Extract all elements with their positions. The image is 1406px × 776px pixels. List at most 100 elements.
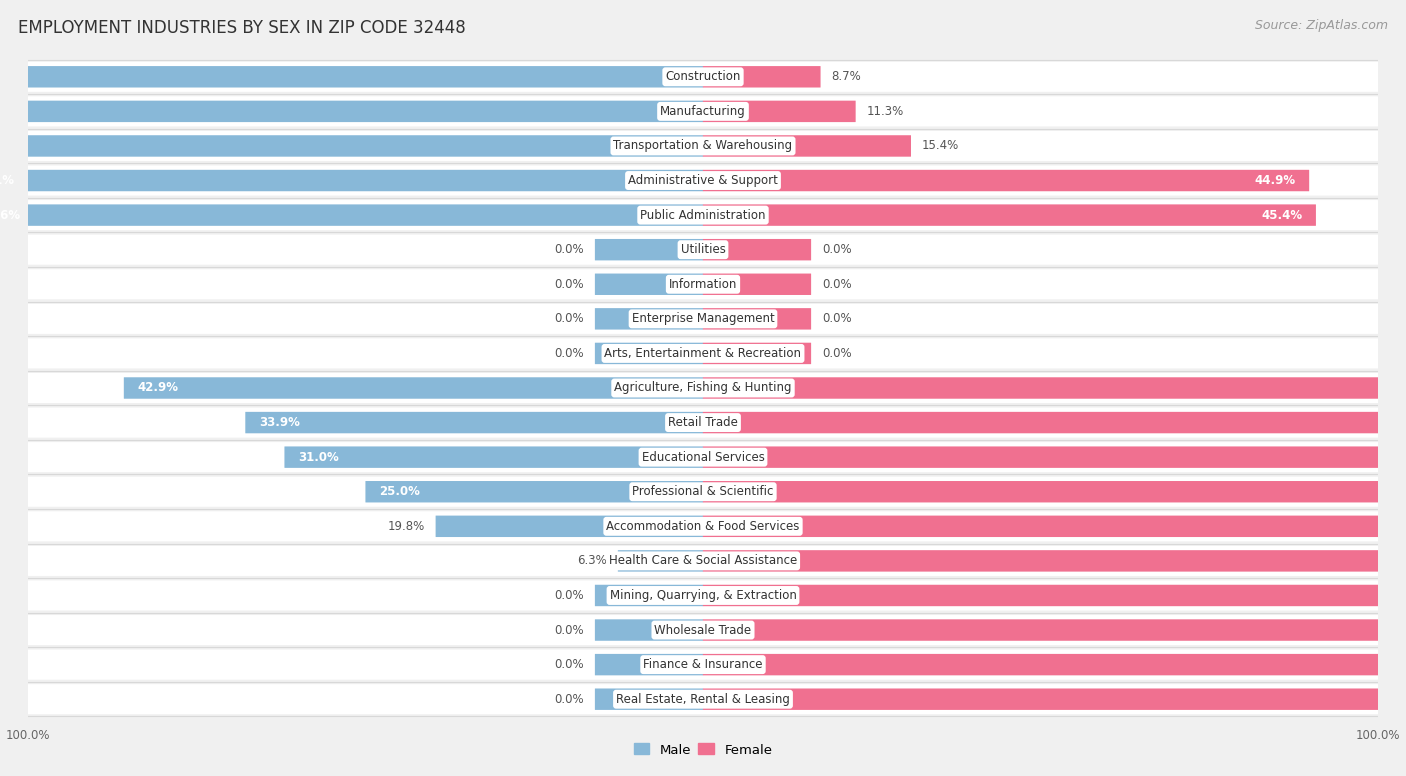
Text: Arts, Entertainment & Recreation: Arts, Entertainment & Recreation xyxy=(605,347,801,360)
Text: Administrative & Support: Administrative & Support xyxy=(628,174,778,187)
FancyBboxPatch shape xyxy=(366,481,703,502)
FancyBboxPatch shape xyxy=(703,377,1406,399)
Text: Professional & Scientific: Professional & Scientific xyxy=(633,485,773,498)
FancyBboxPatch shape xyxy=(28,269,1378,300)
FancyBboxPatch shape xyxy=(28,511,1378,542)
FancyBboxPatch shape xyxy=(0,101,703,122)
FancyBboxPatch shape xyxy=(28,615,1378,645)
FancyBboxPatch shape xyxy=(703,446,1406,468)
FancyBboxPatch shape xyxy=(0,170,703,191)
Text: Transportation & Warehousing: Transportation & Warehousing xyxy=(613,140,793,152)
FancyBboxPatch shape xyxy=(28,303,1378,334)
FancyBboxPatch shape xyxy=(28,234,1378,265)
Text: 11.3%: 11.3% xyxy=(866,105,904,118)
FancyBboxPatch shape xyxy=(703,308,811,330)
Text: Utilities: Utilities xyxy=(681,243,725,256)
FancyBboxPatch shape xyxy=(703,654,1406,675)
FancyBboxPatch shape xyxy=(703,343,811,364)
Text: Construction: Construction xyxy=(665,71,741,83)
Legend: Male, Female: Male, Female xyxy=(628,738,778,762)
FancyBboxPatch shape xyxy=(703,515,1406,537)
FancyBboxPatch shape xyxy=(703,239,811,261)
Text: 0.0%: 0.0% xyxy=(554,693,585,705)
Text: 55.1%: 55.1% xyxy=(0,174,14,187)
Text: 0.0%: 0.0% xyxy=(554,589,585,602)
FancyBboxPatch shape xyxy=(28,338,1378,369)
Text: Manufacturing: Manufacturing xyxy=(661,105,745,118)
Text: 45.4%: 45.4% xyxy=(1261,209,1302,222)
FancyBboxPatch shape xyxy=(617,550,703,572)
FancyBboxPatch shape xyxy=(703,550,1406,572)
Text: Wholesale Trade: Wholesale Trade xyxy=(654,624,752,636)
Text: EMPLOYMENT INDUSTRIES BY SEX IN ZIP CODE 32448: EMPLOYMENT INDUSTRIES BY SEX IN ZIP CODE… xyxy=(18,19,465,37)
Text: 0.0%: 0.0% xyxy=(554,658,585,671)
Text: 0.0%: 0.0% xyxy=(821,347,852,360)
Text: 44.9%: 44.9% xyxy=(1254,174,1295,187)
FancyBboxPatch shape xyxy=(703,619,1406,641)
FancyBboxPatch shape xyxy=(703,170,1309,191)
Text: Health Care & Social Assistance: Health Care & Social Assistance xyxy=(609,554,797,567)
Text: 0.0%: 0.0% xyxy=(554,243,585,256)
Text: Finance & Insurance: Finance & Insurance xyxy=(644,658,762,671)
Text: 0.0%: 0.0% xyxy=(554,347,585,360)
Text: 0.0%: 0.0% xyxy=(554,624,585,636)
FancyBboxPatch shape xyxy=(28,650,1378,680)
FancyBboxPatch shape xyxy=(703,274,811,295)
Text: 15.4%: 15.4% xyxy=(922,140,959,152)
FancyBboxPatch shape xyxy=(245,412,703,433)
Text: 0.0%: 0.0% xyxy=(554,313,585,325)
Text: 31.0%: 31.0% xyxy=(298,451,339,463)
FancyBboxPatch shape xyxy=(28,546,1378,576)
FancyBboxPatch shape xyxy=(28,165,1378,196)
FancyBboxPatch shape xyxy=(703,585,1406,606)
FancyBboxPatch shape xyxy=(595,239,703,261)
Text: 19.8%: 19.8% xyxy=(388,520,425,533)
Text: Source: ZipAtlas.com: Source: ZipAtlas.com xyxy=(1254,19,1388,33)
FancyBboxPatch shape xyxy=(28,131,1378,161)
FancyBboxPatch shape xyxy=(0,204,703,226)
FancyBboxPatch shape xyxy=(595,585,703,606)
FancyBboxPatch shape xyxy=(703,412,1406,433)
FancyBboxPatch shape xyxy=(124,377,703,399)
Text: Agriculture, Fishing & Hunting: Agriculture, Fishing & Hunting xyxy=(614,382,792,394)
Text: Public Administration: Public Administration xyxy=(640,209,766,222)
Text: 0.0%: 0.0% xyxy=(554,278,585,291)
Text: 25.0%: 25.0% xyxy=(380,485,420,498)
Text: 8.7%: 8.7% xyxy=(831,71,860,83)
FancyBboxPatch shape xyxy=(28,580,1378,611)
FancyBboxPatch shape xyxy=(595,274,703,295)
FancyBboxPatch shape xyxy=(28,476,1378,507)
FancyBboxPatch shape xyxy=(28,96,1378,126)
Text: Retail Trade: Retail Trade xyxy=(668,416,738,429)
Text: Accommodation & Food Services: Accommodation & Food Services xyxy=(606,520,800,533)
Text: 54.6%: 54.6% xyxy=(0,209,21,222)
FancyBboxPatch shape xyxy=(595,688,703,710)
Text: 0.0%: 0.0% xyxy=(821,243,852,256)
FancyBboxPatch shape xyxy=(595,343,703,364)
FancyBboxPatch shape xyxy=(28,200,1378,230)
FancyBboxPatch shape xyxy=(703,204,1316,226)
FancyBboxPatch shape xyxy=(595,308,703,330)
FancyBboxPatch shape xyxy=(595,619,703,641)
FancyBboxPatch shape xyxy=(703,66,821,88)
Text: 6.3%: 6.3% xyxy=(578,554,607,567)
FancyBboxPatch shape xyxy=(28,442,1378,473)
Text: Enterprise Management: Enterprise Management xyxy=(631,313,775,325)
FancyBboxPatch shape xyxy=(28,62,1378,92)
Text: 42.9%: 42.9% xyxy=(138,382,179,394)
Text: 0.0%: 0.0% xyxy=(821,313,852,325)
FancyBboxPatch shape xyxy=(28,373,1378,403)
FancyBboxPatch shape xyxy=(28,407,1378,438)
FancyBboxPatch shape xyxy=(284,446,703,468)
FancyBboxPatch shape xyxy=(436,515,703,537)
Text: Educational Services: Educational Services xyxy=(641,451,765,463)
FancyBboxPatch shape xyxy=(703,481,1406,502)
FancyBboxPatch shape xyxy=(703,688,1406,710)
Text: 33.9%: 33.9% xyxy=(259,416,299,429)
FancyBboxPatch shape xyxy=(703,135,911,157)
FancyBboxPatch shape xyxy=(28,684,1378,714)
Text: Real Estate, Rental & Leasing: Real Estate, Rental & Leasing xyxy=(616,693,790,705)
FancyBboxPatch shape xyxy=(703,101,856,122)
Text: Mining, Quarrying, & Extraction: Mining, Quarrying, & Extraction xyxy=(610,589,796,602)
FancyBboxPatch shape xyxy=(0,66,703,88)
